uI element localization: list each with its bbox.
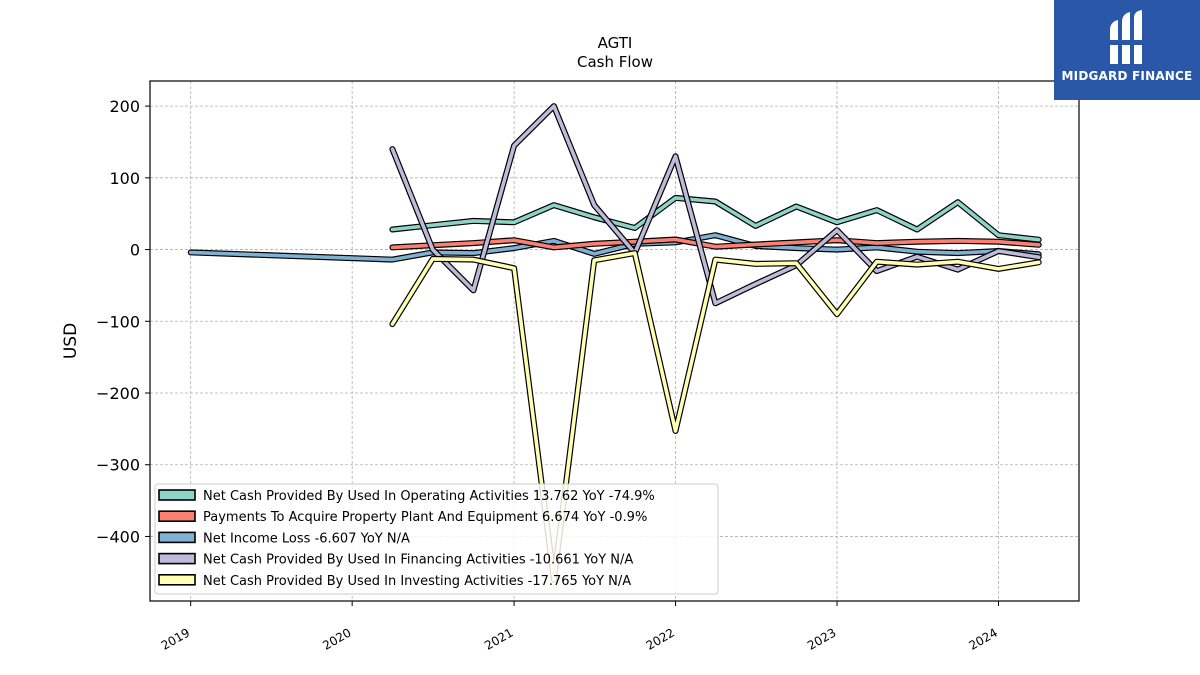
y-tick-label: 100 xyxy=(109,169,140,188)
y-tick-label: 0 xyxy=(130,241,140,260)
y-tick-label: −300 xyxy=(96,456,140,475)
x-tick-label: 2022 xyxy=(644,625,677,652)
legend-swatch xyxy=(158,552,196,565)
legend-entry: Net Income Loss -6.607 YoY N/A xyxy=(203,531,410,546)
y-tick-label: 200 xyxy=(109,97,140,116)
legend: Net Cash Provided By Used In Operating A… xyxy=(154,483,719,595)
legend-swatch xyxy=(158,510,196,523)
legend-entry: Payments To Acquire Property Plant And E… xyxy=(203,510,647,525)
y-tick-label: −400 xyxy=(96,527,140,546)
legend-swatch xyxy=(158,489,196,501)
x-tick-label: 2024 xyxy=(967,625,1000,652)
y-axis-label: USD xyxy=(61,323,81,359)
series-stroke xyxy=(390,251,1041,582)
series-line xyxy=(389,250,1042,583)
legend-entry: Net Cash Provided By Used In Operating A… xyxy=(203,489,655,504)
series-lines xyxy=(187,103,1042,583)
series-stroke xyxy=(390,237,1041,250)
series-stroke xyxy=(390,196,1041,242)
legend-box xyxy=(154,483,719,595)
legend-entry: Net Cash Provided By Used In Financing A… xyxy=(203,553,633,568)
chart-subtitle: Cash Flow xyxy=(577,53,653,71)
logo-text: MIDGARD FINANCE xyxy=(1061,69,1193,83)
legend-swatch xyxy=(158,573,196,586)
x-tick-label: 2021 xyxy=(482,625,515,652)
legend-swatch xyxy=(158,531,196,544)
x-tick-label: 2019 xyxy=(159,625,192,652)
series-line xyxy=(389,194,1042,243)
x-tick-label: 2020 xyxy=(320,625,353,652)
logo-mark-icon xyxy=(1108,10,1144,64)
x-tick-label: 2023 xyxy=(805,625,838,652)
series-line xyxy=(389,236,1042,251)
y-tick-label: −100 xyxy=(96,312,140,331)
plot-frame xyxy=(149,80,1080,602)
chart-title: AGTI xyxy=(598,34,633,52)
legend-entry: Net Cash Provided By Used In Investing A… xyxy=(203,574,631,589)
midgard-finance-logo: MIDGARD FINANCE xyxy=(1054,0,1200,100)
y-tick-label: −200 xyxy=(96,384,140,403)
